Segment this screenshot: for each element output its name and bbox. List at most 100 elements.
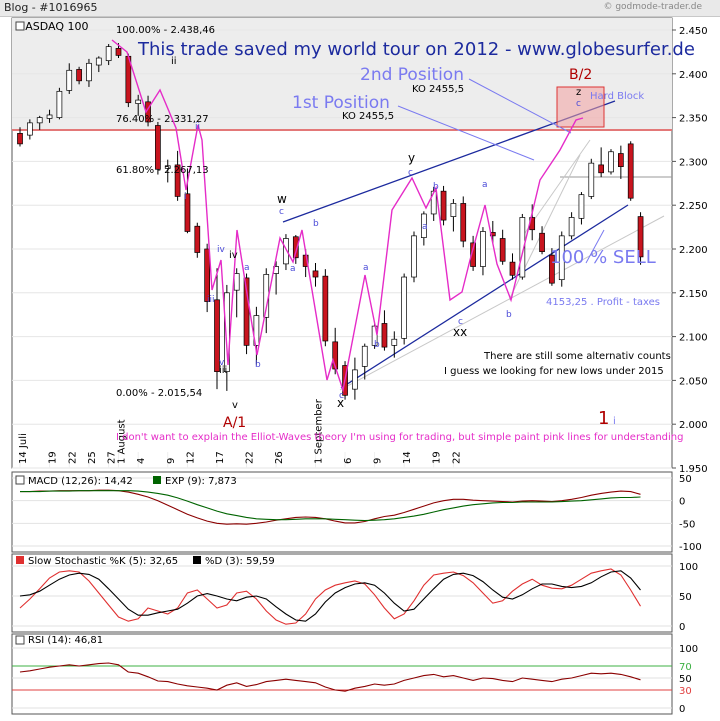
macd-tick-label: 0 bbox=[679, 497, 685, 508]
candle-body bbox=[450, 203, 457, 217]
wave-w-label: w bbox=[277, 192, 287, 206]
price-tick-label: 2.100 bbox=[679, 333, 708, 344]
wave-1-label: 1 bbox=[598, 408, 609, 429]
candle-body bbox=[460, 203, 467, 242]
date-tick-label: 1 August bbox=[117, 419, 128, 464]
stoch-k-title: Slow Stochastic %K (5): 32,65 bbox=[28, 556, 178, 567]
wave-i-small-label: i bbox=[613, 416, 616, 427]
date-tick-label: 17 bbox=[215, 451, 226, 464]
candle-body bbox=[539, 232, 545, 252]
date-tick-label: 12 bbox=[185, 451, 196, 464]
candle-body bbox=[381, 323, 388, 348]
stoch-series-line-1 bbox=[19, 568, 641, 625]
fib-62-label: 61.80% - 2.267,13 bbox=[116, 165, 209, 176]
candle-body bbox=[312, 270, 319, 278]
candle-body bbox=[421, 213, 427, 238]
subwave-c-3: c bbox=[408, 168, 413, 178]
candle-body bbox=[509, 261, 516, 276]
lower-channel-grey-line bbox=[339, 215, 665, 391]
date-tick-label: 6 bbox=[343, 458, 354, 464]
candle-body bbox=[617, 153, 624, 168]
candle-body bbox=[332, 341, 339, 370]
price-tick-label: 2.350 bbox=[679, 114, 708, 125]
date-tick-label: 19 bbox=[48, 451, 59, 464]
wave-b2-label: B/2 bbox=[569, 67, 592, 83]
macd-checkbox[interactable] bbox=[15, 475, 25, 485]
subwave-iii: iii bbox=[207, 295, 215, 305]
symbol-label: NASDAQ 100 bbox=[17, 20, 89, 33]
candle-body bbox=[115, 48, 122, 56]
subwave-b-2: b bbox=[313, 219, 319, 229]
exp-title: EXP (9): 7,873 bbox=[165, 476, 237, 487]
candle-body bbox=[184, 193, 191, 232]
candle-body bbox=[292, 236, 299, 259]
subwave-ii: ii bbox=[195, 122, 200, 132]
rsi-title: RSI (14): 46,81 bbox=[28, 635, 103, 646]
pos2-callout-line bbox=[468, 78, 572, 134]
price-tick-label: 2.150 bbox=[679, 289, 708, 300]
candle-body bbox=[401, 276, 407, 339]
candle-body bbox=[627, 143, 634, 199]
macd-series-line-1 bbox=[20, 489, 641, 525]
date-tick-label: 27 bbox=[107, 451, 118, 464]
source-label: © godmode-trader.de bbox=[603, 2, 702, 12]
rsi-panel bbox=[11, 633, 673, 715]
wave-y-label: y bbox=[408, 151, 415, 165]
candle-body bbox=[155, 125, 161, 170]
subwave-c-1: c bbox=[279, 207, 284, 217]
subwave-c-4: c bbox=[458, 317, 463, 327]
subwave-a-4: a bbox=[422, 222, 428, 232]
candle-body bbox=[194, 225, 201, 253]
candlestick-series bbox=[17, 43, 644, 400]
candle-body bbox=[56, 90, 63, 118]
candle-body bbox=[164, 165, 171, 169]
subwave-b-1: b bbox=[255, 360, 261, 370]
candle-body bbox=[214, 299, 220, 372]
candle-body bbox=[204, 248, 210, 302]
candle-body bbox=[411, 235, 417, 278]
fib-0-label: 0.00% - 2.015,54 bbox=[116, 388, 202, 399]
window-title: Blog - #1016965 bbox=[4, 1, 98, 14]
candle-body bbox=[95, 57, 102, 66]
date-tick-label: 19 bbox=[432, 451, 443, 464]
pos1-label: 1st Position bbox=[292, 93, 390, 113]
date-tick-label: 1 September bbox=[314, 398, 325, 464]
candle-body bbox=[135, 99, 142, 104]
rsi-ref-label: 30 bbox=[679, 686, 692, 697]
symbol-checkbox[interactable] bbox=[15, 21, 25, 31]
subwave-b-5: b bbox=[506, 310, 512, 320]
wave-iv-label: iv bbox=[229, 250, 238, 261]
price-tick-label: 2.250 bbox=[679, 201, 708, 212]
candle-body bbox=[499, 238, 506, 262]
wave-x-label: x bbox=[337, 396, 344, 410]
candle-body bbox=[27, 122, 33, 136]
date-tick-label: 9 bbox=[373, 458, 384, 464]
macd-series-line-2 bbox=[20, 490, 641, 522]
wave-v-label: v bbox=[232, 400, 238, 411]
candle-body bbox=[568, 217, 575, 237]
candle-body bbox=[608, 151, 614, 173]
stoch-tick-label: 50 bbox=[679, 592, 692, 603]
subwave-a-2: a bbox=[290, 264, 296, 274]
candle-body bbox=[253, 315, 260, 346]
candle-body bbox=[480, 231, 486, 267]
candle-body bbox=[174, 164, 181, 197]
sell-label: 100 % SELL bbox=[550, 247, 656, 268]
macd-panel bbox=[11, 471, 673, 553]
stoch-k-swatch bbox=[16, 556, 24, 564]
pos1-ko-label: KO 2455,5 bbox=[342, 111, 394, 122]
macd-title: MACD (12,26): 14,42 bbox=[28, 476, 133, 487]
candle-body bbox=[17, 133, 23, 145]
subwave-i: i bbox=[184, 192, 187, 202]
candle-body bbox=[86, 62, 92, 82]
date-tick-label: 26 bbox=[274, 451, 285, 464]
wave-xx-label: xx bbox=[453, 325, 467, 339]
pos2-ko-label: KO 2455,5 bbox=[412, 84, 464, 95]
subwave-a-3: a bbox=[363, 263, 369, 273]
candle-body bbox=[361, 345, 368, 367]
rsi-checkbox[interactable] bbox=[15, 635, 25, 645]
stoch-tick-label: 100 bbox=[679, 562, 698, 573]
candle-body bbox=[76, 69, 82, 82]
wave-iii-label: iii bbox=[219, 365, 227, 376]
